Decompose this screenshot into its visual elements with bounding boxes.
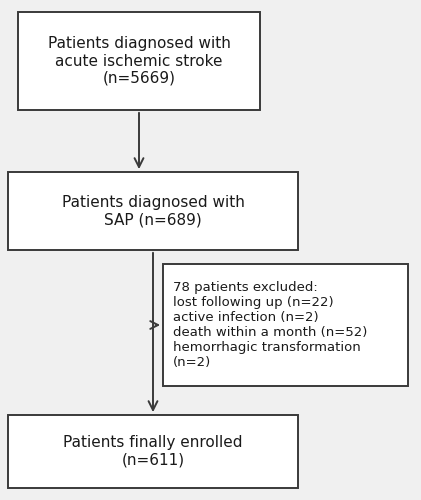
Text: Patients diagnosed with
acute ischemic stroke
(n=5669): Patients diagnosed with acute ischemic s… [48,36,230,86]
Bar [163,264,408,386]
Text: 78 patients excluded:
lost following up (n=22)
active infection (n=2)
death with: 78 patients excluded: lost following up … [173,281,368,369]
Text: Patients finally enrolled
(n=611): Patients finally enrolled (n=611) [63,436,243,468]
Bar [18,12,260,110]
Bar [8,172,298,250]
Text: Patients diagnosed with
SAP (n=689): Patients diagnosed with SAP (n=689) [61,195,245,227]
Bar [8,415,298,488]
